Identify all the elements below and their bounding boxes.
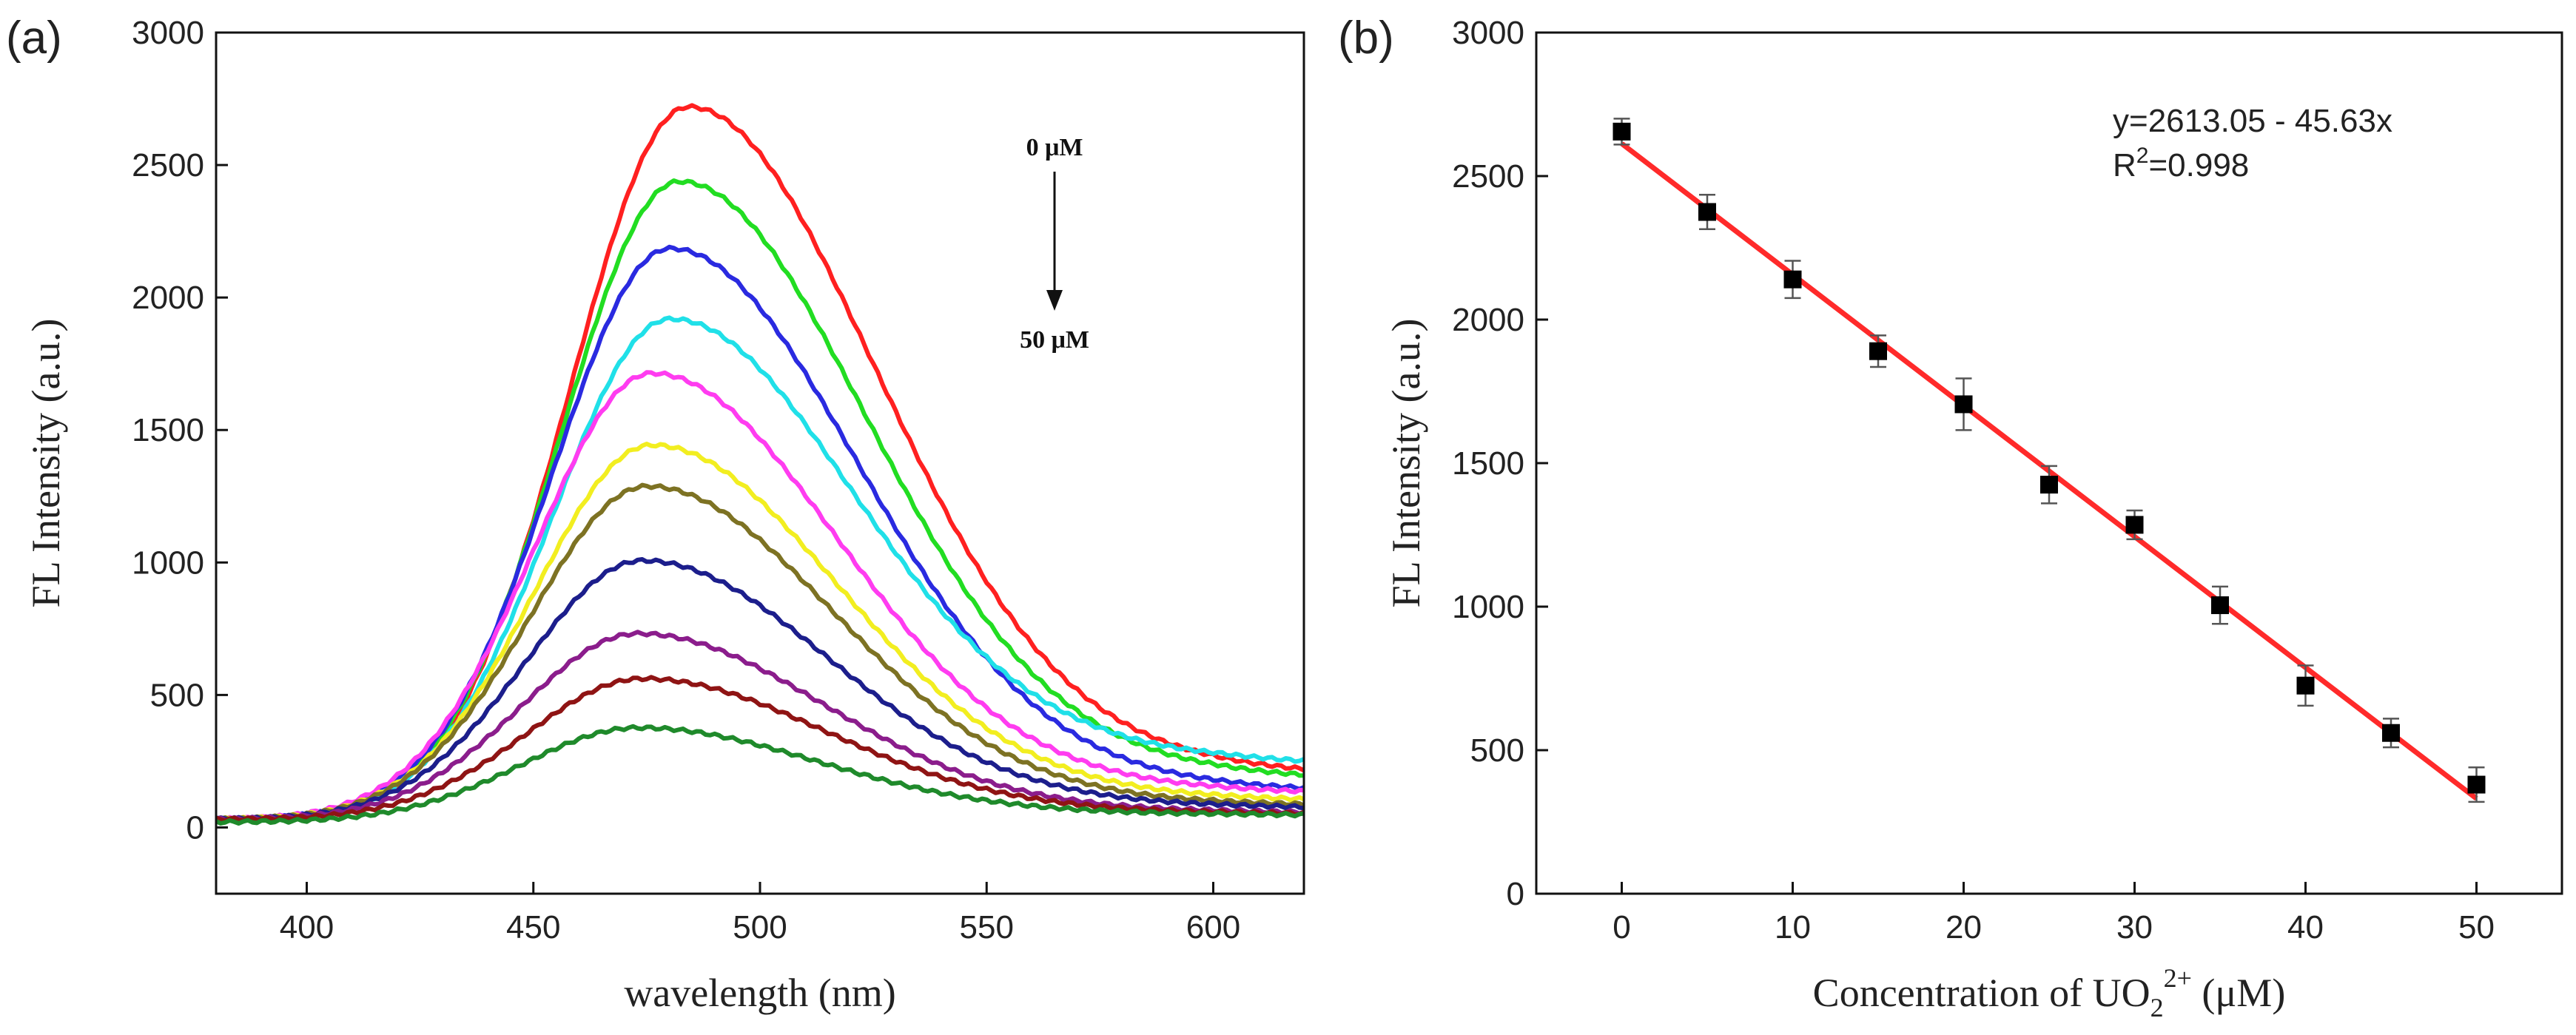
a-series-line bbox=[216, 442, 1305, 823]
annotation-arrow-head bbox=[1046, 290, 1063, 311]
b-data-point bbox=[2211, 596, 2229, 615]
fit-r2-sup: 2 bbox=[2136, 144, 2149, 168]
a-y-tick-label: 1500 bbox=[132, 412, 204, 448]
a-curves bbox=[215, 103, 1305, 826]
a-x-tick-label: 450 bbox=[506, 909, 560, 945]
b-x-tick-label: 50 bbox=[2458, 909, 2495, 945]
b-x-tick-label: 20 bbox=[1946, 909, 1982, 945]
b-y-ticks: 0 500 1000 1500 2000 2500 3000 bbox=[1452, 15, 1548, 912]
b-x-axis-title-sub: 2 bbox=[2150, 993, 2164, 1022]
b-x-ticks: 0 10 20 30 40 50 bbox=[1612, 882, 2495, 945]
a-series-line bbox=[215, 103, 1305, 823]
fit-r2-line: R2=0.998 bbox=[2113, 144, 2249, 183]
b-y-tick-label: 0 bbox=[1507, 876, 1524, 912]
a-x-axis-title: wavelength (nm) bbox=[624, 971, 895, 1015]
b-y-axis-title: FL Intensity (a.u.) bbox=[1384, 319, 1428, 608]
a-y-ticks: 0 500 1000 1500 2000 2500 3000 bbox=[132, 15, 228, 846]
a-x-tick-label: 550 bbox=[960, 909, 1014, 945]
a-x-ticks: 400 450 500 550 600 bbox=[280, 882, 1240, 945]
panel-b-label: (b) bbox=[1338, 13, 1394, 64]
a-series-line bbox=[215, 724, 1305, 826]
b-data-point bbox=[1783, 270, 1802, 289]
b-y-tick-label: 2500 bbox=[1452, 158, 1524, 195]
b-data-point bbox=[2125, 516, 2144, 534]
b-data-point bbox=[1869, 342, 1887, 360]
a-y-tick-label: 2500 bbox=[132, 147, 204, 183]
panel-a: (a) 400 450 500 550 600 0 500 1000 1500 2000 2500… bbox=[6, 13, 1305, 1015]
a-series-line bbox=[215, 557, 1305, 823]
b-x-tick-label: 10 bbox=[1775, 909, 1811, 945]
a-x-tick-label: 500 bbox=[733, 909, 787, 945]
b-x-axis-title-sup: 2+ bbox=[2164, 963, 2192, 993]
a-y-tick-label: 0 bbox=[186, 809, 204, 846]
b-y-tick-label: 3000 bbox=[1452, 15, 1524, 51]
b-data-point bbox=[2382, 724, 2400, 742]
b-y-tick-label: 1500 bbox=[1452, 445, 1524, 482]
b-x-axis-title-main: Concentration of UO bbox=[1813, 971, 2150, 1015]
b-data-point bbox=[2467, 775, 2486, 794]
fit-equation: y=2613.05 - 45.63x R2=0.998 bbox=[2113, 103, 2392, 183]
b-x-tick-label: 30 bbox=[2116, 909, 2153, 945]
b-x-axis-title-unit: (μM) bbox=[2192, 971, 2285, 1015]
b-plot-frame bbox=[1535, 31, 2563, 895]
b-data-point bbox=[1612, 122, 1631, 141]
a-series-line bbox=[215, 244, 1305, 823]
b-points bbox=[1612, 118, 2486, 803]
b-y-tick-label: 500 bbox=[1470, 732, 1524, 769]
annotation-top-label: 0 μM bbox=[1026, 134, 1083, 161]
a-series-line bbox=[215, 370, 1305, 823]
annotation-bottom-label: 50 μM bbox=[1020, 326, 1089, 354]
b-x-axis-title: Concentration of UO22+ (μM) bbox=[1813, 963, 2286, 1022]
b-data-point bbox=[1698, 203, 1716, 221]
a-y-tick-label: 3000 bbox=[132, 15, 204, 51]
b-data-point bbox=[2040, 476, 2058, 494]
a-y-tick-label: 500 bbox=[150, 677, 204, 713]
a-y-tick-label: 2000 bbox=[132, 280, 204, 316]
a-y-axis-title: FL Intensity (a.u.) bbox=[24, 319, 68, 608]
b-x-tick-label: 40 bbox=[2287, 909, 2324, 945]
a-series-line bbox=[215, 675, 1305, 823]
fit-equation-line: y=2613.05 - 45.63x bbox=[2113, 103, 2392, 139]
b-data-point bbox=[1954, 395, 1973, 414]
a-x-tick-label: 400 bbox=[280, 909, 334, 945]
a-x-tick-label: 600 bbox=[1186, 909, 1240, 945]
panel-a-label: (a) bbox=[6, 13, 62, 64]
b-data-point bbox=[2296, 676, 2315, 695]
b-y-tick-label: 2000 bbox=[1452, 302, 1524, 338]
fit-r2-value: =0.998 bbox=[2148, 147, 2249, 183]
b-y-tick-label: 1000 bbox=[1452, 589, 1524, 625]
concentration-annotation: 0 μM 50 μM bbox=[1020, 134, 1089, 354]
fit-r2-prefix: R bbox=[2113, 147, 2136, 183]
a-series-line bbox=[215, 482, 1305, 823]
a-y-tick-label: 1000 bbox=[132, 545, 204, 581]
b-x-tick-label: 0 bbox=[1612, 909, 1630, 945]
a-series-line bbox=[215, 630, 1305, 823]
panel-b: (b) 0 10 20 30 40 50 0 500 1000 1500 2000 2500 3000… bbox=[1338, 13, 2563, 1022]
